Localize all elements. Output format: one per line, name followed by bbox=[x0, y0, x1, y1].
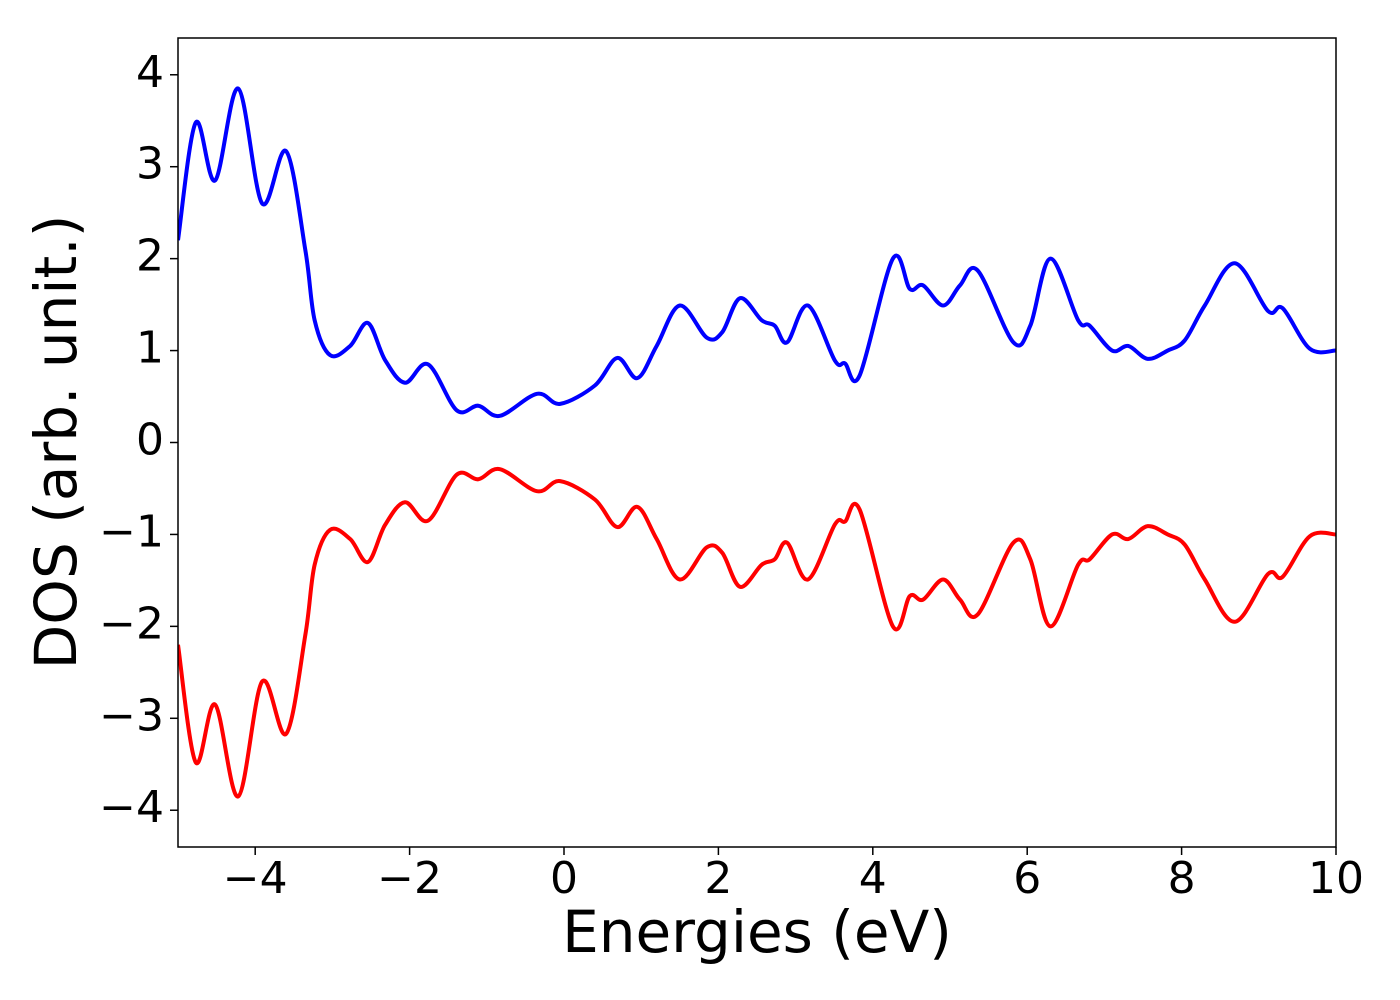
x-tick-label: 6 bbox=[1013, 853, 1041, 904]
y-tick-label: −3 bbox=[99, 690, 164, 741]
y-tick-label: 0 bbox=[136, 415, 164, 466]
y-tick-label: −2 bbox=[99, 598, 164, 649]
x-tick-label: 2 bbox=[704, 853, 732, 904]
y-tick-label: 2 bbox=[136, 231, 164, 282]
x-tick-label: −4 bbox=[223, 853, 288, 904]
y-axis-label: DOS (arb. unit.) bbox=[22, 215, 90, 670]
x-tick-label: 4 bbox=[859, 853, 887, 904]
dos-line bbox=[178, 86, 1336, 419]
x-tick-label: 10 bbox=[1308, 853, 1364, 904]
x-tick-label: 8 bbox=[1168, 853, 1196, 904]
y-tick-label: 3 bbox=[136, 139, 164, 190]
plot-frame bbox=[177, 37, 1337, 848]
x-tick-label: 0 bbox=[550, 853, 578, 904]
y-tick-label: 4 bbox=[136, 47, 164, 98]
x-tick-label: −2 bbox=[377, 853, 442, 904]
y-tick-label: −1 bbox=[99, 506, 164, 557]
y-tick-label: 1 bbox=[136, 323, 164, 374]
y-tick-label: −4 bbox=[99, 782, 164, 833]
x-axis-label: Energies (eV) bbox=[562, 898, 952, 966]
dos-line bbox=[178, 466, 1336, 799]
